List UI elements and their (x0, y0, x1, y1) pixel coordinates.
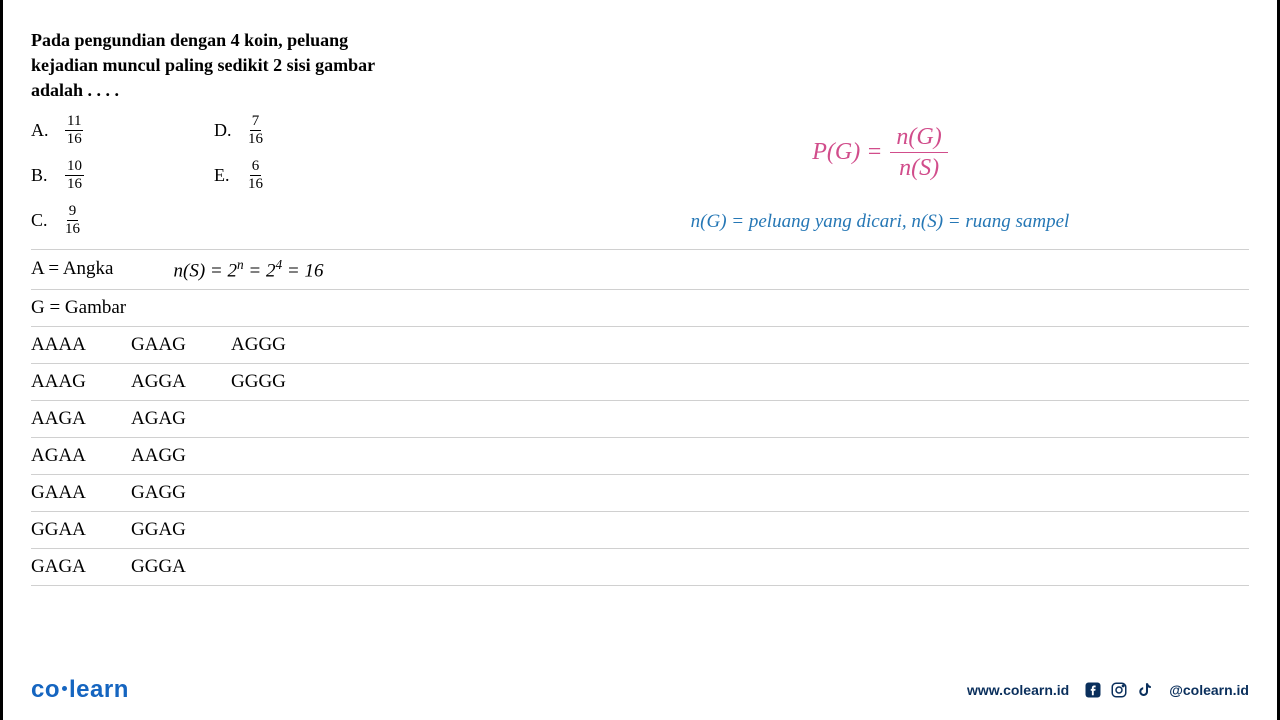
outcome-4-2: GAGG (131, 482, 231, 504)
option-c: C. 9 16 (31, 204, 84, 237)
outcome-5-1: GGAA (31, 519, 131, 541)
outcome-5-2: GGAG (131, 519, 231, 541)
facebook-icon (1083, 680, 1103, 700)
formula-lhs: P(G) = (812, 139, 882, 166)
social-icons (1083, 680, 1155, 700)
question-text: Pada pengundian dengan 4 koin, peluang k… (31, 28, 1249, 104)
option-c-den: 16 (65, 221, 80, 237)
option-a-num: 11 (65, 114, 83, 131)
outcome-0-1: AAAA (31, 334, 131, 356)
definition-a-row: A = Angka n(S) = 2n = 24 = 16 (31, 249, 1249, 290)
option-b-num: 10 (65, 159, 84, 176)
brand-logo: colearn (31, 676, 129, 704)
footer: colearn www.colearn.id @colearn.id (31, 676, 1249, 704)
option-a: A. 11 16 (31, 114, 84, 147)
option-a-label: A. (31, 120, 53, 141)
outcome-row-0: AAAA GAAG AGGG (31, 327, 1249, 364)
option-e-den: 16 (248, 176, 263, 192)
outcome-3-1: AGAA (31, 445, 131, 467)
outcome-row-1: AAAG AGGA GGGG (31, 364, 1249, 401)
outcome-row-2: AAGA AGAG (31, 401, 1249, 438)
option-d-num: 7 (250, 114, 262, 131)
question-line2: kejadian muncul paling sedikit 2 sisi ga… (31, 55, 375, 75)
outcome-2-1: AAGA (31, 408, 131, 430)
question-line3: adalah . . . . (31, 80, 119, 100)
outcome-row-6: GAGA GGGA (31, 549, 1249, 586)
outcome-0-3: AGGG (231, 334, 331, 356)
option-e-label: E. (214, 165, 236, 186)
option-b-den: 16 (67, 176, 82, 192)
ns-formula: n(S) = 2n = 24 = 16 (174, 257, 324, 282)
option-d-label: D. (214, 120, 236, 141)
option-c-label: C. (31, 210, 53, 231)
tiktok-icon (1135, 680, 1155, 700)
formula-num: n(G) (890, 124, 947, 153)
formula-den: n(S) (899, 153, 939, 181)
formula-explanation: n(G) = peluang yang dicari, n(S) = ruang… (511, 211, 1249, 233)
option-b: B. 10 16 (31, 159, 84, 192)
instagram-icon (1109, 680, 1129, 700)
answer-options: A. 11 16 B. 10 16 C. (31, 114, 481, 237)
outcome-1-1: AAAG (31, 371, 131, 393)
outcome-row-4: GAAA GAGG (31, 475, 1249, 512)
option-d: D. 7 16 (214, 114, 263, 147)
outcome-1-3: GGGG (231, 371, 331, 393)
outcome-2-2: AGAG (131, 408, 231, 430)
definition-a: A = Angka (31, 258, 114, 280)
outcome-row-3: AGAA AAGG (31, 438, 1249, 475)
website-url: www.colearn.id (967, 682, 1069, 698)
social-handle: @colearn.id (1169, 682, 1249, 698)
option-e-num: 6 (250, 159, 262, 176)
outcome-row-5: GGAA GGAG (31, 512, 1249, 549)
question-line1: Pada pengundian dengan 4 koin, peluang (31, 30, 348, 50)
definition-g-row: G = Gambar (31, 290, 1249, 327)
outcome-4-1: GAAA (31, 482, 131, 504)
outcome-6-1: GAGA (31, 556, 131, 578)
option-c-num: 9 (67, 204, 79, 221)
option-b-label: B. (31, 165, 53, 186)
outcome-1-2: AGGA (131, 371, 231, 393)
option-e: E. 6 16 (214, 159, 263, 192)
option-a-den: 16 (67, 131, 82, 147)
outcome-6-2: GGGA (131, 556, 231, 578)
outcome-3-2: AAGG (131, 445, 231, 467)
definition-g: G = Gambar (31, 297, 126, 319)
outcome-0-2: GAAG (131, 334, 231, 356)
probability-formula: P(G) = n(G) n(S) (511, 124, 1249, 182)
option-d-den: 16 (248, 131, 263, 147)
work-section: A = Angka n(S) = 2n = 24 = 16 G = Gambar… (31, 249, 1249, 586)
